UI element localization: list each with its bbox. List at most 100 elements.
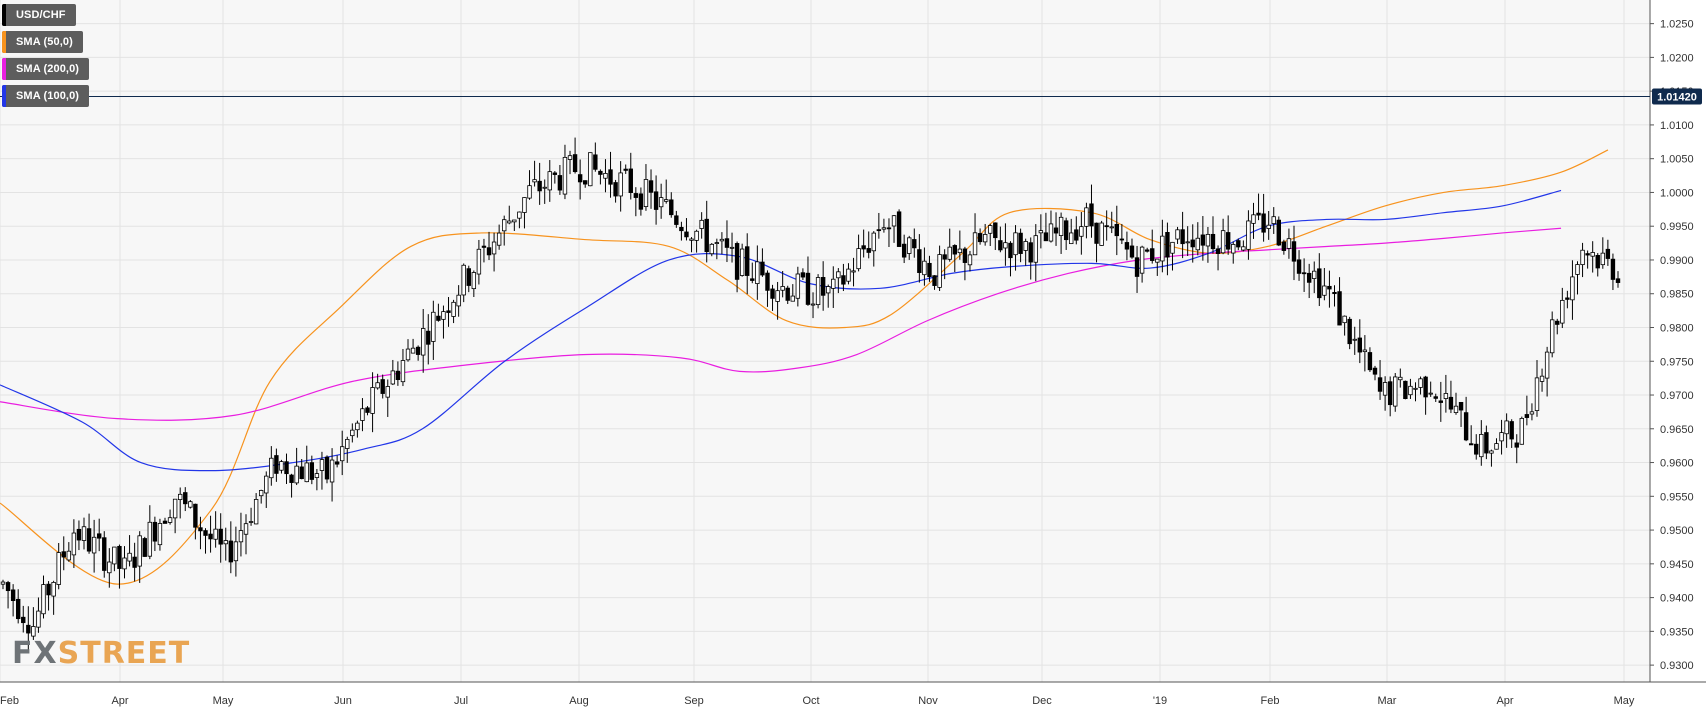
candle-up (522, 197, 527, 213)
candle-up (694, 230, 699, 241)
y-tick-label: 0.9300 (1660, 660, 1694, 672)
candle-down (770, 288, 775, 299)
candle-down (1403, 380, 1408, 400)
candle-down (481, 245, 487, 248)
candle-down (198, 527, 203, 532)
candle-up (1322, 285, 1327, 296)
candle-up (405, 348, 411, 361)
candle-up (248, 521, 254, 523)
candle-down (704, 218, 709, 253)
candle-down (598, 170, 603, 175)
candle-up (258, 490, 264, 497)
candle-down (866, 248, 871, 253)
candle-up (112, 546, 117, 565)
candle-up (810, 303, 816, 306)
candle-down (1190, 239, 1195, 248)
candle-up (172, 498, 178, 519)
plot-background (0, 0, 1650, 682)
legend-item-sma-200[interactable]: SMA (200,0) (2, 58, 90, 80)
candle-up (1079, 226, 1084, 237)
current-price-label: 1.01420 (1657, 92, 1697, 104)
candle-up (36, 610, 41, 628)
candle-up (1479, 434, 1484, 458)
y-tick-label: 1.0250 (1660, 19, 1694, 31)
candle-down (193, 503, 198, 528)
candle-up (1286, 238, 1292, 249)
candle-down (15, 598, 21, 620)
candle-up (826, 286, 831, 294)
candle-down (1165, 232, 1170, 258)
candle-down (1104, 225, 1109, 228)
candle-up (345, 439, 350, 449)
candle-down (142, 538, 147, 557)
x-tick-label: Dec (1032, 695, 1052, 707)
x-tick-label: Apr (1496, 695, 1513, 707)
candle-down (365, 407, 370, 413)
candle-up (56, 552, 61, 585)
candle-down (993, 222, 998, 239)
x-tick-label: May (1614, 695, 1635, 707)
candle-down (436, 315, 441, 321)
candle-down (1296, 259, 1302, 274)
candle-down (628, 168, 633, 193)
candle-up (107, 561, 112, 574)
legend-label-sma-200: SMA (200,0) (16, 63, 80, 75)
candle-up (1058, 216, 1064, 236)
candle-up (1023, 241, 1028, 251)
candle-up (795, 273, 801, 299)
y-tick-label: 0.9650 (1660, 424, 1694, 436)
candle-up (370, 387, 375, 414)
candle-down (998, 240, 1003, 251)
candle-down (76, 528, 82, 541)
candle-up (512, 219, 517, 223)
legend-label-usdchf: USD/CHF (16, 9, 66, 21)
candle-up (603, 173, 608, 179)
candle-up (719, 238, 725, 242)
candle-up (66, 550, 72, 561)
legend-swatch-sma-50 (2, 31, 6, 53)
candle-down (820, 277, 826, 296)
candle-up (1570, 276, 1575, 301)
candle-down (1134, 257, 1140, 277)
candle-up (491, 241, 497, 255)
candle-up (0, 581, 6, 585)
candle-down (86, 528, 92, 552)
candle-down (1438, 400, 1444, 403)
candle-up (871, 232, 876, 252)
candle-down (638, 193, 644, 210)
candle-down (1225, 232, 1231, 250)
candle-up (1231, 244, 1236, 254)
candle-down (1514, 442, 1519, 448)
candle-up (699, 219, 704, 229)
candle-up (517, 211, 522, 219)
candle-down (1261, 213, 1266, 233)
candle-up (279, 461, 284, 471)
candle-down (724, 238, 730, 248)
candle-down (841, 275, 846, 285)
candle-up (1246, 220, 1251, 250)
candle-down (942, 254, 947, 260)
legend-item-sma-100[interactable]: SMA (100,0) (2, 85, 90, 107)
candle-up (547, 171, 552, 191)
candle-up (360, 408, 365, 421)
candle-down (805, 272, 811, 305)
candle-up (1352, 338, 1357, 341)
candle-up (658, 197, 664, 208)
candle-up (1494, 443, 1499, 450)
candle-down (486, 247, 492, 256)
legend-item-sma-50[interactable]: SMA (50,0) (2, 31, 83, 53)
legend-item-usdchf[interactable]: USD/CHF (2, 4, 76, 26)
candle-up (1185, 241, 1190, 244)
candle-down (648, 180, 654, 193)
x-tick-label: Aug (569, 695, 589, 707)
candle-down (952, 245, 957, 255)
candle-up (815, 277, 821, 306)
candle-down (669, 199, 674, 216)
candle-down (162, 520, 168, 524)
candle-down (613, 182, 618, 197)
current-price-marker (1652, 88, 1702, 105)
candle-up (1534, 377, 1540, 411)
candle-down (284, 461, 289, 475)
